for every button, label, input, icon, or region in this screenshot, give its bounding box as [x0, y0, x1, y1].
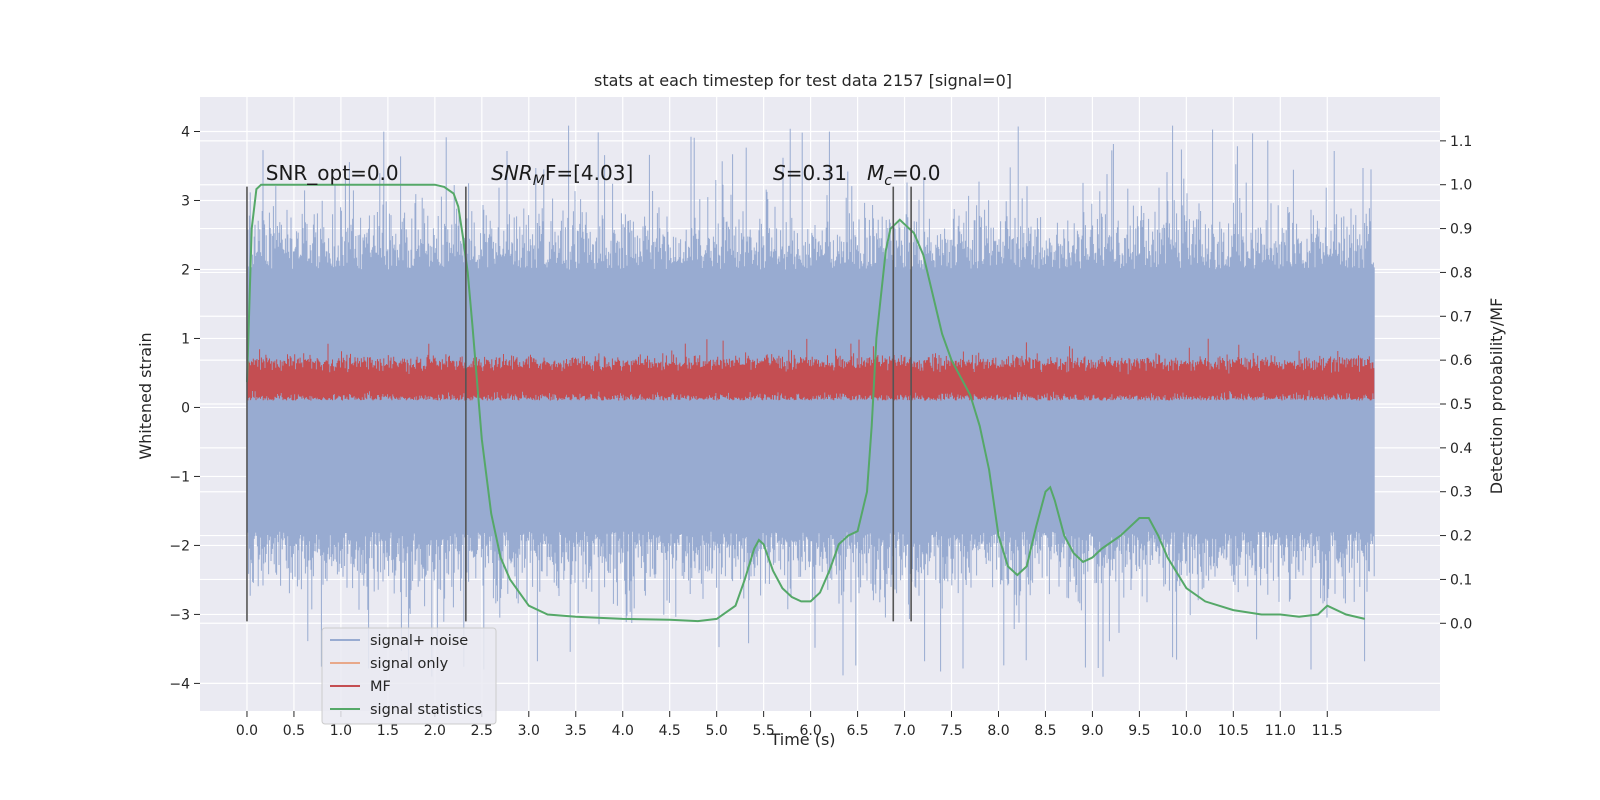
y2-tick-label: 0.8: [1450, 265, 1472, 281]
x-tick-label: 5.5: [753, 723, 775, 739]
chart-title: stats at each timestep for test data 215…: [594, 71, 1012, 90]
x-tick-label: 3.0: [518, 723, 540, 739]
y2-tick-label: 0.3: [1450, 485, 1472, 501]
y2-tick-label: 0.6: [1450, 353, 1472, 369]
y-tick-label: −3: [169, 607, 190, 623]
annotation-symbol: SNR: [491, 161, 533, 185]
annotation: S=0.31: [773, 161, 847, 185]
x-tick-label: 9.0: [1081, 723, 1103, 739]
x-tick-label: 8.5: [1034, 723, 1056, 739]
annotation: SNRMF=[4.03]: [491, 161, 633, 189]
x-tick-label: 0.0: [236, 723, 258, 739]
y-tick-label: −1: [169, 469, 190, 485]
y-tick-label: −4: [169, 676, 190, 692]
y2-tick-label: 0.1: [1450, 572, 1472, 588]
annotation: SNR_opt=0.0: [266, 161, 399, 185]
annotation-value: F=[4.03]: [545, 161, 633, 185]
y2-tick-label: 0.4: [1450, 441, 1472, 457]
legend-label: signal statistics: [370, 702, 482, 718]
y-tick-label: 2: [181, 262, 190, 278]
y2-tick-label: 0.0: [1450, 616, 1472, 632]
y-tick-label: 4: [181, 124, 190, 140]
x-tick-label: 10.5: [1218, 723, 1249, 739]
x-tick-label: 9.5: [1128, 723, 1150, 739]
annotation-subscript: c: [884, 173, 892, 189]
annotations: SNR_opt=0.0 SNRMF=[4.03] S=0.31 Mc=0.0: [266, 161, 941, 189]
y-tick-label: 0: [181, 400, 190, 416]
legend-label: signal only: [370, 656, 449, 672]
y-tick-label: −2: [169, 538, 190, 554]
y2-tick-label: 0.2: [1450, 529, 1472, 545]
y2-tick-label: 1.1: [1450, 134, 1472, 150]
y2-axis-ticks: 0.0 0.1 0.2 0.3 0.4 0.5 0.6 0.7 0.8 0.9 1.0 1.1: [1440, 134, 1472, 632]
y-axis-label: Whitened strain: [136, 332, 155, 459]
legend-label: MF: [370, 679, 391, 695]
x-tick-label: 6.5: [846, 723, 868, 739]
x-tick-label: 2.5: [471, 723, 493, 739]
y-tick-label: 3: [181, 193, 190, 209]
x-tick-label: 0.5: [283, 723, 305, 739]
x-axis-label: Time (s): [769, 730, 835, 749]
y2-tick-label: 1.0: [1450, 178, 1472, 194]
y2-tick-label: 0.9: [1450, 222, 1472, 238]
x-tick-label: 1.5: [377, 723, 399, 739]
annotation-subscript: M: [533, 173, 545, 189]
x-axis-ticks: 0.0 0.5 1.0 1.5 2.0 2.5 3.0 3.5 4.0 4.5 5.0 5.5 6.0 6…: [236, 711, 1343, 739]
x-tick-label: 7.5: [940, 723, 962, 739]
legend-box: [321, 627, 497, 725]
annotation-value: =0.0: [892, 161, 941, 185]
x-tick-label: 4.0: [612, 723, 634, 739]
y-tick-label: 1: [181, 331, 190, 347]
annotation-value: =0.31: [786, 161, 847, 185]
annotation-symbol: M: [867, 161, 884, 185]
x-tick-label: 1.0: [330, 723, 352, 739]
legend-label: signal+ noise: [370, 633, 468, 649]
x-tick-label: 2.0: [424, 723, 446, 739]
x-tick-label: 11.0: [1265, 723, 1296, 739]
x-tick-label: 5.0: [706, 723, 728, 739]
x-tick-label: 7.0: [893, 723, 915, 739]
x-tick-label: 11.5: [1312, 723, 1343, 739]
x-tick-label: 3.5: [565, 723, 587, 739]
y2-axis-label: Detection probability/MF: [1487, 298, 1506, 495]
signal-statistics-line: [246, 183, 1366, 623]
y2-tick-label: 0.5: [1450, 397, 1472, 413]
x-tick-label: 8.0: [987, 723, 1009, 739]
x-tick-label: 4.5: [659, 723, 681, 739]
y2-tick-label: 0.7: [1450, 309, 1472, 325]
annotation: Mc=0.0: [867, 161, 941, 189]
y-axis-ticks: −4 −3 −2 −1 0 1 2 3 4: [169, 124, 200, 692]
marker-lines: [246, 186, 912, 622]
x-tick-label: 6.0: [799, 723, 821, 739]
x-tick-label: 10.0: [1171, 723, 1202, 739]
annotation-symbol: S: [773, 161, 786, 185]
legend: signal+ noise signal only MF signal statist…: [321, 627, 497, 725]
